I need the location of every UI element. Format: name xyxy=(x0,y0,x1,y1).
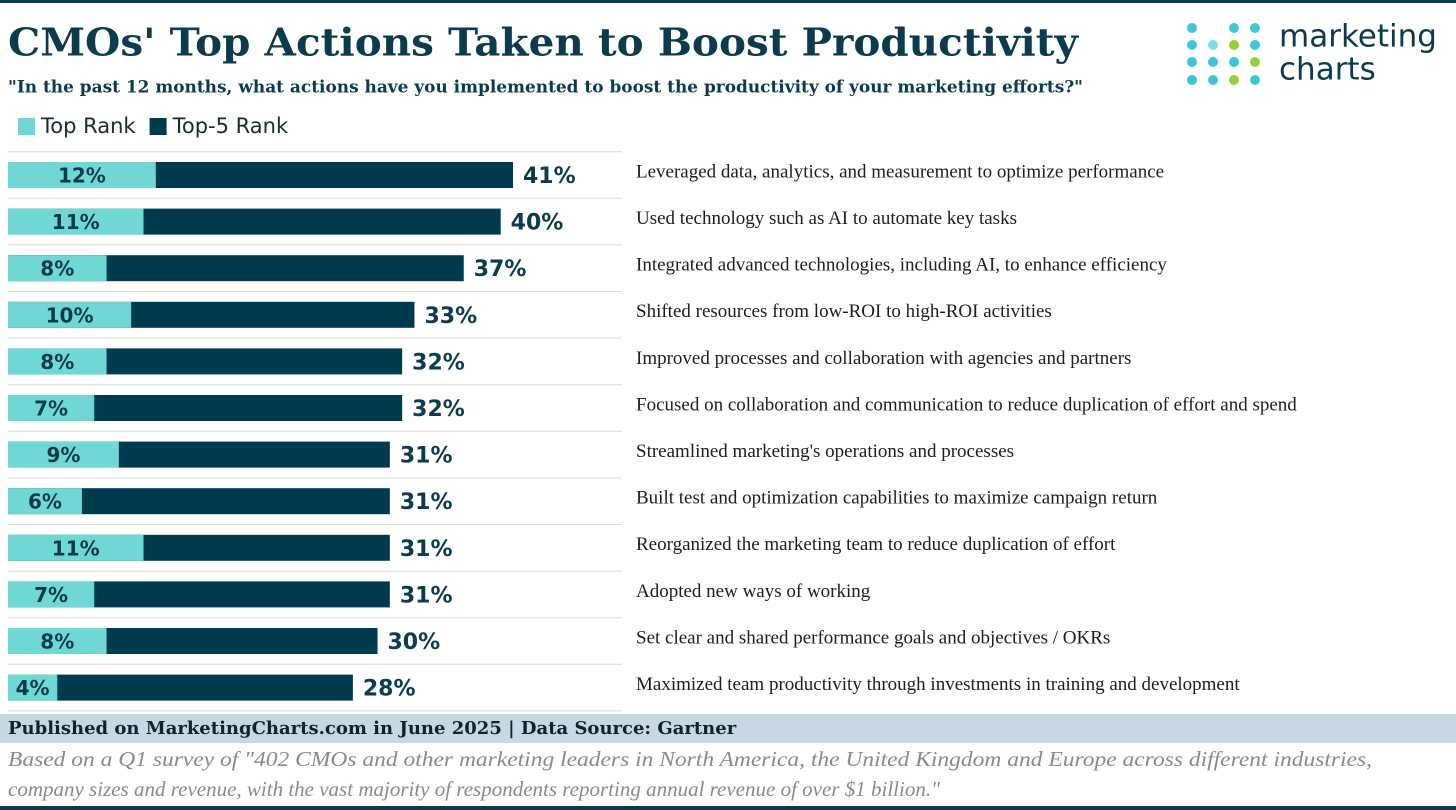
logo-dot xyxy=(1250,75,1260,85)
category-label: Reorganized the marketing team to reduce… xyxy=(636,534,1116,555)
chart-title: CMOs' Top Actions Taken to Boost Product… xyxy=(8,20,1079,65)
data-label: 33% xyxy=(424,304,477,329)
bar xyxy=(8,628,107,654)
logo-dot xyxy=(1229,75,1239,85)
legend-label: Top-5 Rank xyxy=(172,114,289,138)
legend-swatch xyxy=(18,118,35,135)
category-label: Adopted new ways of working xyxy=(636,581,871,602)
bottom-border xyxy=(0,806,1456,810)
data-label: 31% xyxy=(400,444,453,469)
logo-dot xyxy=(1250,57,1260,67)
data-label: 7% xyxy=(34,583,68,607)
logo-dot xyxy=(1208,57,1218,67)
bar xyxy=(8,162,156,188)
logo-dot xyxy=(1229,57,1239,67)
data-label: 7% xyxy=(34,397,68,421)
bar xyxy=(8,395,95,421)
data-label: 37% xyxy=(474,257,527,282)
data-label: 32% xyxy=(412,397,465,422)
logo: marketing charts xyxy=(1187,19,1437,88)
source: Published on MarketingCharts.com in June… xyxy=(8,718,737,739)
data-label: 31% xyxy=(400,490,453,515)
data-label: 28% xyxy=(363,677,416,702)
chart-subtitle: "In the past 12 months, what actions hav… xyxy=(8,78,1083,98)
data-label: 12% xyxy=(58,164,106,188)
data-label: 41% xyxy=(523,164,576,189)
logo-dot xyxy=(1250,23,1260,33)
category-label: Built test and optimization capabilities… xyxy=(636,488,1158,509)
bar xyxy=(8,255,107,282)
logo-text: marketing xyxy=(1279,19,1437,55)
data-label: 8% xyxy=(40,350,74,374)
note: company sizes and revenue, with the vast… xyxy=(8,777,940,801)
bar xyxy=(8,441,119,468)
logo-dot xyxy=(1208,40,1218,50)
category-label: Improved processes and collaboration wit… xyxy=(636,348,1131,369)
logo-dot xyxy=(1229,23,1239,33)
bar xyxy=(8,534,144,561)
data-label: 31% xyxy=(400,537,453,562)
category-label: Set clear and shared performance goals a… xyxy=(636,627,1110,648)
logo-dot xyxy=(1187,75,1197,85)
category-label: Streamlined marketing's operations and p… xyxy=(636,441,1014,462)
data-label: 8% xyxy=(40,257,74,281)
logo-text: charts xyxy=(1279,52,1376,88)
top-border xyxy=(0,0,1456,3)
bar xyxy=(8,301,132,328)
data-label: 11% xyxy=(52,210,100,234)
note: Based on a Q1 survey of "402 CMOs and ot… xyxy=(8,747,1372,771)
data-label: 4% xyxy=(16,676,50,700)
logo-dot xyxy=(1229,40,1239,50)
logo-dot xyxy=(1250,40,1260,50)
bar xyxy=(8,208,144,235)
data-label: 31% xyxy=(400,583,453,608)
data-label: 9% xyxy=(46,443,80,467)
category-label: Focused on collaboration and communicati… xyxy=(636,394,1297,415)
data-label: 30% xyxy=(388,630,441,655)
category-label: Maximized team productivity through inve… xyxy=(636,674,1240,695)
bar xyxy=(8,581,95,608)
bar xyxy=(8,348,107,375)
bar xyxy=(8,674,58,701)
data-label: 10% xyxy=(46,303,94,327)
logo-dot xyxy=(1208,75,1218,85)
legend-label: Top Rank xyxy=(40,114,136,138)
legend-swatch xyxy=(149,118,167,135)
category-label: Used technology such as AI to automate k… xyxy=(636,208,1017,229)
logo-dot xyxy=(1187,57,1197,67)
logo-dot xyxy=(1187,23,1197,33)
data-label: 32% xyxy=(412,350,465,375)
data-label: 40% xyxy=(511,211,564,236)
logo-dot xyxy=(1187,40,1197,50)
category-label: Leveraged data, analytics, and measureme… xyxy=(636,161,1164,182)
data-label: 8% xyxy=(40,630,74,654)
bar xyxy=(8,674,353,701)
data-label: 11% xyxy=(52,536,100,560)
category-label: Shifted resources from low-ROI to high-R… xyxy=(636,301,1052,322)
data-label: 6% xyxy=(28,490,62,514)
bar xyxy=(8,488,82,515)
source-band xyxy=(0,714,1456,743)
category-label: Integrated advanced technologies, includ… xyxy=(636,255,1167,276)
